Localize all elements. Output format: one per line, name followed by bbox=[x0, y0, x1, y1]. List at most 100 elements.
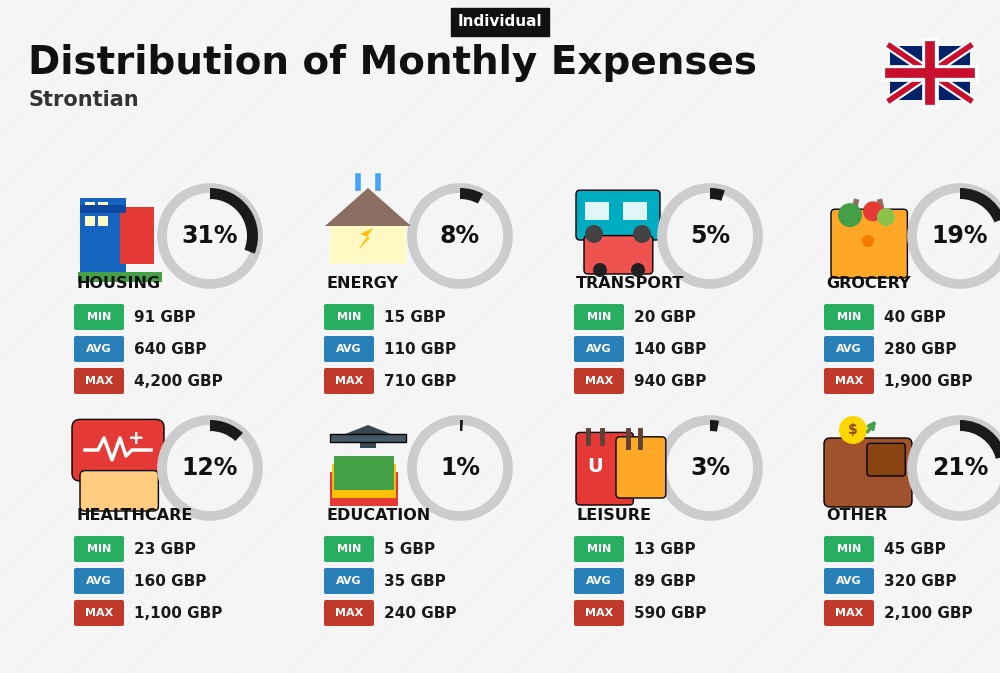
Text: 280 GBP: 280 GBP bbox=[884, 341, 956, 357]
Text: MIN: MIN bbox=[337, 544, 361, 554]
Bar bbox=[85, 202, 95, 212]
FancyBboxPatch shape bbox=[867, 444, 905, 476]
Text: MIN: MIN bbox=[587, 312, 611, 322]
Text: 45 GBP: 45 GBP bbox=[884, 542, 946, 557]
Text: MAX: MAX bbox=[335, 608, 363, 618]
Text: 320 GBP: 320 GBP bbox=[884, 573, 956, 588]
Bar bbox=[623, 202, 647, 220]
FancyBboxPatch shape bbox=[824, 438, 912, 507]
FancyBboxPatch shape bbox=[574, 368, 624, 394]
FancyBboxPatch shape bbox=[824, 368, 874, 394]
Text: AVG: AVG bbox=[836, 576, 862, 586]
Text: 940 GBP: 940 GBP bbox=[634, 374, 706, 388]
Wedge shape bbox=[210, 188, 258, 254]
Text: 31%: 31% bbox=[182, 224, 238, 248]
Text: AVG: AVG bbox=[586, 576, 612, 586]
Text: MIN: MIN bbox=[87, 544, 111, 554]
Text: AVG: AVG bbox=[836, 344, 862, 354]
Text: 160 GBP: 160 GBP bbox=[134, 573, 206, 588]
Text: 1,900 GBP: 1,900 GBP bbox=[884, 374, 972, 388]
FancyBboxPatch shape bbox=[576, 432, 633, 505]
Text: HEALTHCARE: HEALTHCARE bbox=[76, 507, 192, 522]
Wedge shape bbox=[710, 188, 725, 201]
FancyBboxPatch shape bbox=[574, 336, 624, 362]
Text: 240 GBP: 240 GBP bbox=[384, 606, 456, 621]
FancyBboxPatch shape bbox=[574, 304, 624, 330]
Circle shape bbox=[862, 235, 874, 247]
FancyBboxPatch shape bbox=[324, 600, 374, 626]
FancyBboxPatch shape bbox=[324, 568, 374, 594]
Text: AVG: AVG bbox=[86, 344, 112, 354]
Bar bbox=[360, 436, 376, 448]
Text: 20 GBP: 20 GBP bbox=[634, 310, 696, 324]
Text: MAX: MAX bbox=[585, 608, 613, 618]
Polygon shape bbox=[358, 228, 373, 250]
Text: GROCERY: GROCERY bbox=[826, 275, 910, 291]
Text: 3%: 3% bbox=[690, 456, 730, 480]
Wedge shape bbox=[210, 420, 243, 441]
FancyBboxPatch shape bbox=[330, 434, 406, 442]
Text: 89 GBP: 89 GBP bbox=[634, 573, 696, 588]
FancyBboxPatch shape bbox=[74, 568, 124, 594]
Text: AVG: AVG bbox=[336, 576, 362, 586]
FancyBboxPatch shape bbox=[74, 536, 124, 562]
FancyBboxPatch shape bbox=[584, 236, 653, 274]
Circle shape bbox=[877, 208, 895, 226]
Text: 640 GBP: 640 GBP bbox=[134, 341, 207, 357]
Circle shape bbox=[631, 263, 645, 277]
Bar bbox=[80, 198, 126, 274]
Text: HOUSING: HOUSING bbox=[76, 275, 160, 291]
Bar bbox=[98, 202, 108, 212]
Text: U: U bbox=[587, 456, 603, 476]
Text: 19%: 19% bbox=[932, 224, 988, 248]
FancyBboxPatch shape bbox=[324, 368, 374, 394]
Text: 40 GBP: 40 GBP bbox=[884, 310, 946, 324]
FancyBboxPatch shape bbox=[616, 437, 666, 498]
Text: 21%: 21% bbox=[932, 456, 988, 480]
Text: MAX: MAX bbox=[85, 608, 113, 618]
Text: 1,100 GBP: 1,100 GBP bbox=[134, 606, 222, 621]
Text: 5%: 5% bbox=[690, 224, 730, 248]
FancyBboxPatch shape bbox=[574, 568, 624, 594]
Text: 91 GBP: 91 GBP bbox=[134, 310, 196, 324]
Text: MIN: MIN bbox=[87, 312, 111, 322]
Text: 2,100 GBP: 2,100 GBP bbox=[884, 606, 973, 621]
FancyBboxPatch shape bbox=[72, 419, 164, 481]
Text: LEISURE: LEISURE bbox=[576, 507, 651, 522]
Text: MAX: MAX bbox=[835, 376, 863, 386]
Wedge shape bbox=[460, 420, 463, 431]
Circle shape bbox=[633, 225, 651, 243]
Text: MAX: MAX bbox=[85, 376, 113, 386]
FancyBboxPatch shape bbox=[824, 536, 874, 562]
Text: MAX: MAX bbox=[335, 376, 363, 386]
Text: 5 GBP: 5 GBP bbox=[384, 542, 435, 557]
Text: $: $ bbox=[848, 423, 858, 437]
Text: +: + bbox=[128, 429, 144, 448]
Text: 110 GBP: 110 GBP bbox=[384, 341, 456, 357]
Circle shape bbox=[838, 203, 862, 227]
Text: 8%: 8% bbox=[440, 224, 480, 248]
FancyBboxPatch shape bbox=[824, 336, 874, 362]
FancyBboxPatch shape bbox=[824, 304, 874, 330]
Wedge shape bbox=[460, 188, 483, 203]
Text: 1%: 1% bbox=[440, 456, 480, 480]
FancyBboxPatch shape bbox=[74, 336, 124, 362]
Text: 13 GBP: 13 GBP bbox=[634, 542, 696, 557]
Text: TRANSPORT: TRANSPORT bbox=[576, 275, 684, 291]
Bar bbox=[334, 456, 394, 490]
FancyBboxPatch shape bbox=[574, 600, 624, 626]
Circle shape bbox=[839, 416, 867, 444]
Text: 23 GBP: 23 GBP bbox=[134, 542, 196, 557]
FancyBboxPatch shape bbox=[576, 190, 660, 240]
Text: EDUCATION: EDUCATION bbox=[326, 507, 430, 522]
FancyBboxPatch shape bbox=[824, 600, 874, 626]
Bar bbox=[98, 216, 108, 226]
Text: MAX: MAX bbox=[835, 608, 863, 618]
FancyBboxPatch shape bbox=[324, 304, 374, 330]
Circle shape bbox=[585, 225, 603, 243]
Bar bbox=[585, 202, 609, 220]
Text: 35 GBP: 35 GBP bbox=[384, 573, 446, 588]
Bar bbox=[85, 216, 95, 226]
Polygon shape bbox=[325, 188, 411, 226]
Polygon shape bbox=[330, 198, 406, 264]
